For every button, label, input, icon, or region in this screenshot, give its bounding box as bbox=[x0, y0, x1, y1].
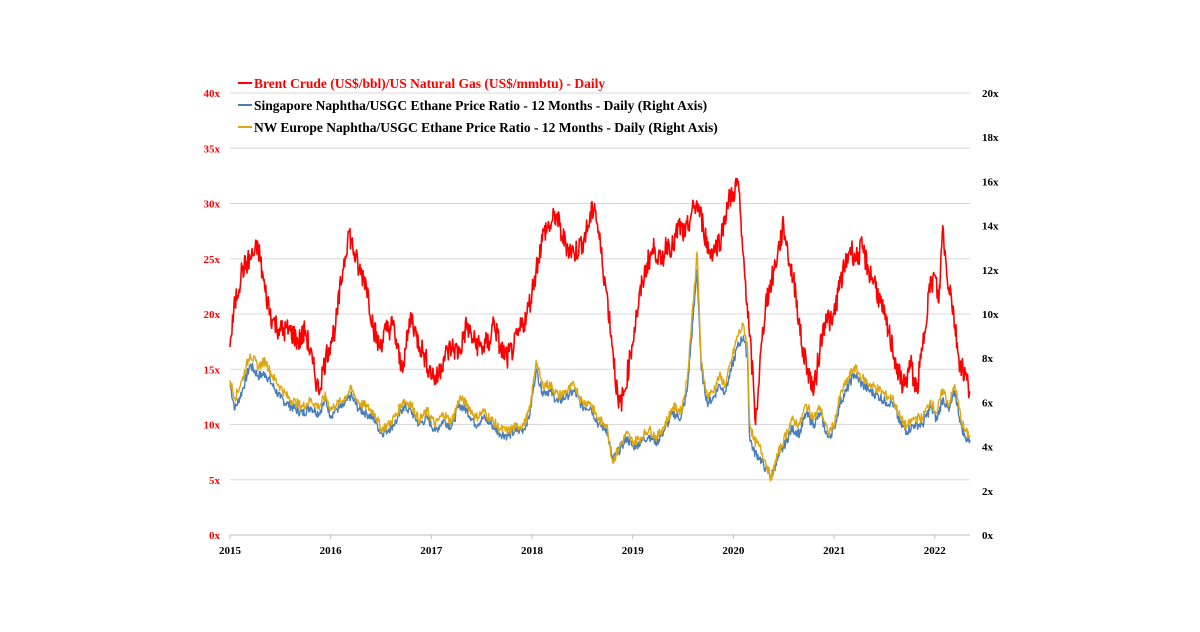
legend: Brent Crude (US$/bbl)/US Natural Gas (US… bbox=[238, 76, 718, 135]
right-tick-label: 12x bbox=[982, 265, 999, 277]
right-tick-label: 4x bbox=[982, 442, 994, 454]
right-tick-label: 0x bbox=[982, 530, 994, 542]
gridlines bbox=[230, 92, 970, 481]
left-tick-label: 20x bbox=[204, 309, 221, 321]
right-tick-label: 10x bbox=[982, 309, 999, 321]
series-lines bbox=[229, 177, 971, 482]
x-tick-label: 2020 bbox=[722, 545, 745, 557]
x-axis-ticks: 2015 2016 2017 2018 2019 2020 2021 2022 bbox=[219, 545, 946, 557]
series-line-0 bbox=[229, 177, 971, 426]
legend-label: Singapore Naphtha/USGC Ethane Price Rati… bbox=[254, 98, 707, 113]
right-tick-label: 16x bbox=[982, 176, 999, 188]
x-tick-label: 2017 bbox=[420, 545, 443, 557]
x-tick-label: 2019 bbox=[622, 545, 645, 557]
left-tick-label: 30x bbox=[204, 199, 221, 211]
x-tick-label: 2018 bbox=[521, 545, 544, 557]
series-line-1 bbox=[229, 269, 971, 478]
left-tick-label: 25x bbox=[204, 254, 221, 266]
right-tick-label: 18x bbox=[982, 132, 999, 144]
x-tick-label: 2021 bbox=[823, 545, 845, 557]
left-tick-label: 40x bbox=[204, 88, 221, 100]
right-tick-label: 8x bbox=[982, 353, 994, 365]
left-tick-label: 5x bbox=[209, 475, 221, 487]
legend-label: NW Europe Naphtha/USGC Ethane Price Rati… bbox=[254, 120, 718, 135]
x-tick-label: 2015 bbox=[219, 545, 242, 557]
x-tick-label: 2022 bbox=[924, 545, 947, 557]
right-tick-label: 2x bbox=[982, 486, 994, 498]
left-axis-ticks: 0x 5x 10x 15x 20x 25x 30x 35x 40x bbox=[204, 88, 221, 542]
axes bbox=[229, 534, 970, 539]
right-tick-label: 14x bbox=[982, 221, 999, 233]
left-tick-label: 0x bbox=[209, 530, 221, 542]
left-tick-label: 10x bbox=[204, 420, 221, 432]
right-tick-label: 20x bbox=[982, 88, 999, 100]
right-tick-label: 6x bbox=[982, 397, 994, 409]
series-line-2 bbox=[229, 251, 971, 482]
legend-label: Brent Crude (US$/bbl)/US Natural Gas (US… bbox=[254, 76, 605, 91]
left-tick-label: 35x bbox=[204, 143, 221, 155]
left-tick-label: 15x bbox=[204, 364, 221, 376]
x-tick-label: 2016 bbox=[320, 545, 343, 557]
right-axis-ticks: 0x 2x 4x 6x 8x 10x 12x 14x 16x 18x 20x bbox=[982, 88, 999, 542]
